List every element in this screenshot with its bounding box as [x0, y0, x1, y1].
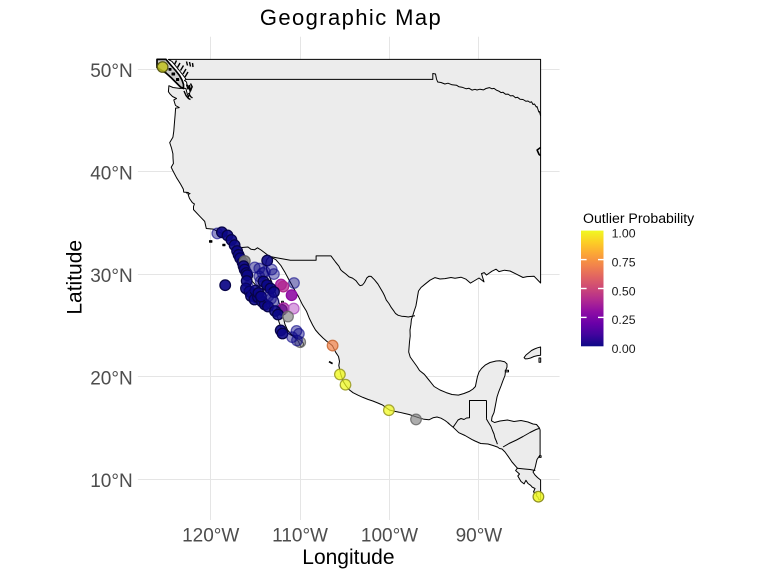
svg-text:0.75: 0.75: [612, 255, 636, 269]
svg-text:Longitude: Longitude: [302, 546, 394, 569]
svg-text:20°N: 20°N: [90, 369, 132, 390]
svg-text:30°N: 30°N: [90, 266, 132, 287]
svg-text:10°N: 10°N: [90, 471, 132, 492]
svg-text:0.50: 0.50: [612, 284, 636, 298]
svg-text:40°N: 40°N: [90, 164, 132, 185]
svg-text:100°W: 100°W: [361, 526, 418, 547]
svg-text:Latitude: Latitude: [64, 240, 87, 315]
svg-text:0.25: 0.25: [612, 313, 636, 327]
svg-text:110°W: 110°W: [272, 526, 328, 547]
svg-text:120°W: 120°W: [182, 526, 239, 547]
svg-text:0.00: 0.00: [612, 342, 636, 356]
svg-text:Outlier Probability: Outlier Probability: [583, 210, 695, 226]
svg-text:Geographic Map: Geographic Map: [260, 5, 442, 30]
svg-text:50°N: 50°N: [90, 61, 132, 82]
svg-text:1.00: 1.00: [612, 226, 636, 240]
svg-text:90°W: 90°W: [456, 526, 503, 547]
